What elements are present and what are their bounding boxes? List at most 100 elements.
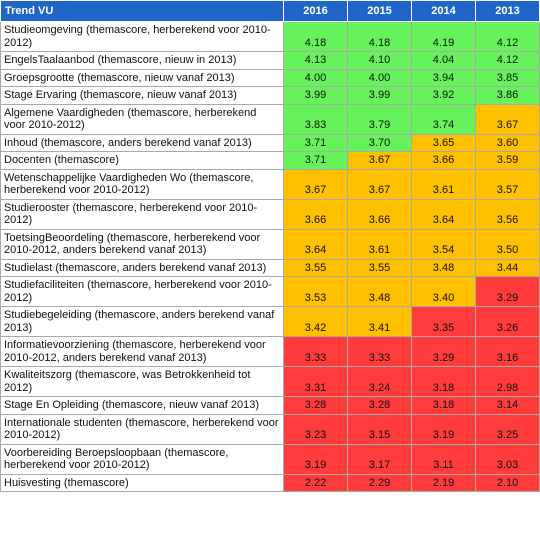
score-cell: 3.67 [283,168,348,200]
score-cell: 3.03 [475,443,540,475]
score-cell: 3.60 [475,133,540,152]
table-row: Docenten (themascore) 3.71 3.67 3.66 3.59 [0,151,540,170]
score-cell: 3.83 [283,103,348,135]
table-row: Wetenschappelijke Vaardigheden Wo (thema… [0,168,540,200]
score-cell: 4.19 [411,21,476,52]
score-cell: 3.59 [475,151,540,170]
score-cell: 3.11 [411,443,476,475]
score-cell: 3.29 [475,276,540,307]
score-cell: 4.18 [283,21,348,52]
score-cell: 3.56 [475,198,540,230]
table-row: Stage En Opleiding (themascore, nieuw va… [0,396,540,415]
row-label: Stage En Opleiding (themascore, nieuw va… [0,396,284,415]
score-cell: 3.55 [283,258,348,277]
row-label: Groepsgrootte (themascore, nieuw vanaf 2… [0,68,284,87]
score-cell: 3.66 [347,198,412,230]
score-cell: 3.31 [283,366,348,397]
score-cell: 3.40 [411,276,476,307]
row-label: Algemene Vaardigheden (themascore, herbe… [0,103,284,135]
row-label: Kwaliteitszorg (themascore, was Betrokke… [0,366,284,397]
row-label: Studiebegeleiding (themascore, anders be… [0,306,284,337]
table-row: Informatievoorziening (themascore, herbe… [0,336,540,367]
row-label: Stage Ervaring (themascore, nieuw vanaf … [0,86,284,105]
table-row: Algemene Vaardigheden (themascore, herbe… [0,103,540,135]
score-cell: 3.99 [347,86,412,105]
score-cell: 2.22 [283,473,348,492]
score-cell: 3.92 [411,86,476,105]
score-cell: 3.18 [411,366,476,397]
row-label: Inhoud (themascore, anders berekend vana… [0,133,284,152]
row-label: Studierooster (themascore, herberekend v… [0,198,284,230]
row-label: Studielast (themascore, anders berekend … [0,258,284,277]
score-cell: 3.94 [411,68,476,87]
score-cell: 3.33 [283,336,348,367]
row-label: Studieomgeving (themascore, herberekend … [0,21,284,52]
score-cell: 3.66 [283,198,348,230]
score-cell: 3.64 [411,198,476,230]
score-cell: 2.19 [411,473,476,492]
score-cell: 3.18 [411,396,476,415]
score-cell: 3.66 [411,151,476,170]
score-cell: 3.24 [347,366,412,397]
score-cell: 3.86 [475,86,540,105]
score-cell: 3.19 [411,413,476,445]
score-cell: 2.98 [475,366,540,397]
score-cell: 3.33 [347,336,412,367]
table-row: Studieomgeving (themascore, herberekend … [0,21,540,52]
table-row: Studiefaciliteiten (themascore, herberek… [0,276,540,307]
score-cell: 3.71 [283,151,348,170]
table-row: Studielast (themascore, anders berekend … [0,258,540,277]
score-cell: 2.29 [347,473,412,492]
row-label: Studiefaciliteiten (themascore, herberek… [0,276,284,307]
table-row: Studierooster (themascore, herberekend v… [0,198,540,230]
score-cell: 3.16 [475,336,540,367]
label-header: Trend VU [0,0,284,22]
score-cell: 3.65 [411,133,476,152]
table-row: Internationale studenten (themascore, he… [0,413,540,445]
row-label: ToetsingBeoordeling (themascore, herbere… [0,228,284,260]
year-header: 2013 [475,0,540,22]
row-label: Informatievoorziening (themascore, herbe… [0,336,284,367]
row-label: Wetenschappelijke Vaardigheden Wo (thema… [0,168,284,200]
row-label: EngelsTaalaanbod (themascore, nieuw in 2… [0,51,284,70]
header-row: Trend VU 2016 2015 2014 2013 [0,0,540,22]
score-cell: 3.50 [475,228,540,260]
score-cell: 3.15 [347,413,412,445]
score-cell: 4.00 [283,68,348,87]
score-cell: 3.79 [347,103,412,135]
score-cell: 3.23 [283,413,348,445]
score-cell: 3.25 [475,413,540,445]
score-cell: 3.35 [411,306,476,337]
score-cell: 4.12 [475,21,540,52]
score-cell: 3.61 [411,168,476,200]
table-row: Stage Ervaring (themascore, nieuw vanaf … [0,86,540,105]
score-cell: 3.53 [283,276,348,307]
score-cell: 3.48 [347,276,412,307]
table-row: Inhoud (themascore, anders berekend vana… [0,133,540,152]
row-label: Huisvesting (themascore) [0,473,284,492]
score-cell: 3.57 [475,168,540,200]
score-cell: 3.67 [347,151,412,170]
table-row: Groepsgrootte (themascore, nieuw vanaf 2… [0,68,540,87]
table-row: ToetsingBeoordeling (themascore, herbere… [0,228,540,260]
score-cell: 4.13 [283,51,348,70]
score-cell: 3.64 [283,228,348,260]
score-cell: 3.55 [347,258,412,277]
score-cell: 3.26 [475,306,540,337]
score-cell: 3.70 [347,133,412,152]
score-cell: 3.48 [411,258,476,277]
score-cell: 4.18 [347,21,412,52]
score-cell: 3.17 [347,443,412,475]
score-cell: 3.19 [283,443,348,475]
score-cell: 2.10 [475,473,540,492]
score-cell: 4.00 [347,68,412,87]
score-cell: 3.41 [347,306,412,337]
score-cell: 3.67 [347,168,412,200]
score-cell: 3.29 [411,336,476,367]
year-header: 2016 [283,0,348,22]
score-cell: 3.67 [475,103,540,135]
row-label: Voorbereiding Beroepsloopbaan (themascor… [0,443,284,475]
table-row: EngelsTaalaanbod (themascore, nieuw in 2… [0,51,540,70]
score-cell: 3.85 [475,68,540,87]
score-cell: 3.44 [475,258,540,277]
